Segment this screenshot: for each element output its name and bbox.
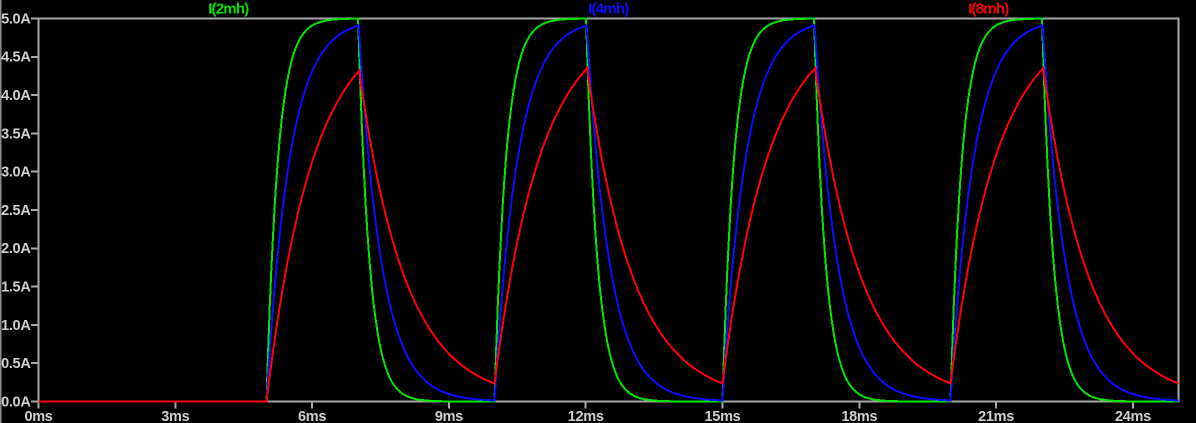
svg-text:1.0A: 1.0A — [1, 318, 31, 334]
svg-text:2.5A: 2.5A — [1, 203, 31, 219]
svg-text:21ms: 21ms — [978, 409, 1014, 423]
svg-text:9ms: 9ms — [435, 409, 463, 423]
svg-text:3ms: 3ms — [161, 409, 189, 423]
svg-text:I(4mh): I(4mh) — [588, 1, 629, 18]
svg-text:18ms: 18ms — [841, 409, 877, 423]
svg-text:12ms: 12ms — [568, 409, 604, 423]
svg-text:0.5A: 0.5A — [1, 356, 31, 372]
svg-text:6ms: 6ms — [298, 409, 326, 423]
svg-text:1.5A: 1.5A — [1, 280, 31, 296]
svg-text:2.0A: 2.0A — [1, 241, 31, 257]
svg-text:I(8mh): I(8mh) — [968, 1, 1009, 18]
svg-text:I(2mh): I(2mh) — [208, 1, 249, 18]
svg-text:4.5A: 4.5A — [1, 50, 31, 66]
svg-text:3.0A: 3.0A — [1, 165, 31, 181]
svg-text:0ms: 0ms — [24, 409, 52, 423]
svg-text:0.0A: 0.0A — [1, 394, 31, 410]
svg-text:15ms: 15ms — [705, 409, 741, 423]
svg-text:5.0A: 5.0A — [1, 11, 31, 27]
svg-text:24ms: 24ms — [1115, 409, 1151, 423]
svg-text:4.0A: 4.0A — [1, 88, 31, 104]
svg-text:3.5A: 3.5A — [1, 126, 31, 142]
